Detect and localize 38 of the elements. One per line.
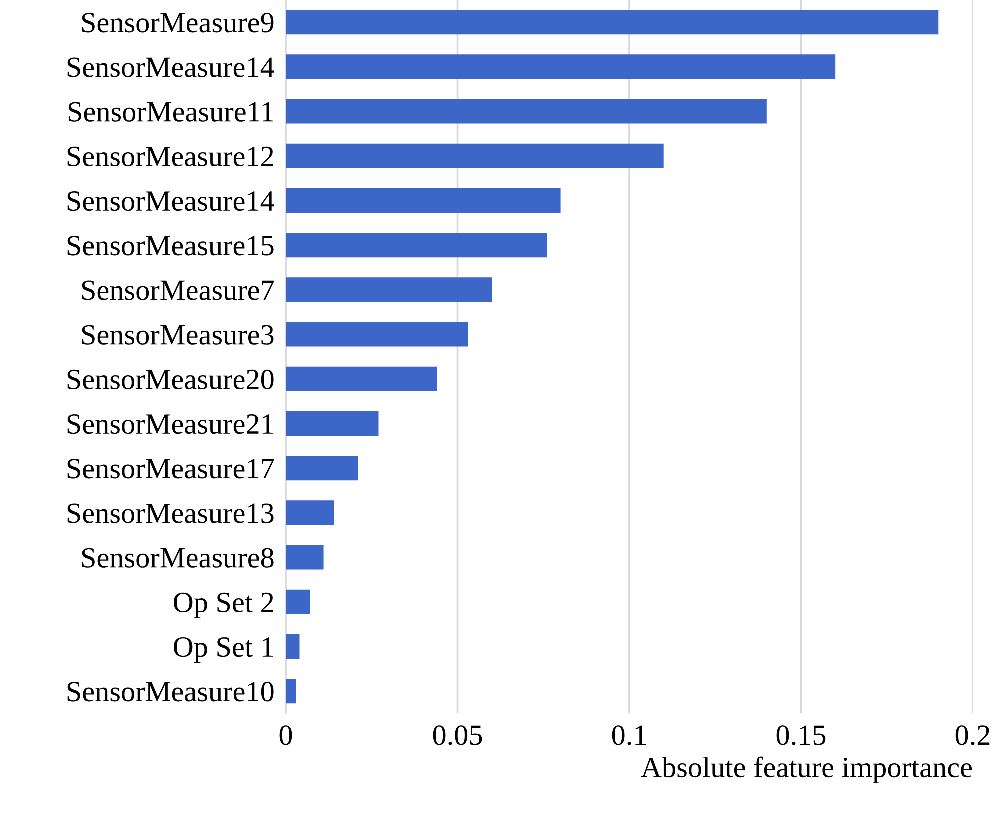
y-tick-label: SensorMeasure20	[68, 370, 274, 390]
y-tick-label: Op Set 1	[174, 638, 274, 664]
x-tick-label: 0.1	[612, 726, 646, 746]
bar	[286, 590, 310, 614]
x-tick-label: 0	[280, 726, 292, 746]
x-tick-label: 0.15	[776, 726, 826, 746]
x-axis-title: Absolute feature importance	[641, 756, 972, 784]
y-tick-label: SensorMeasure11	[68, 102, 274, 122]
bar	[286, 500, 334, 526]
y-tick-label: SensorMeasure13	[68, 504, 274, 524]
bar	[286, 411, 379, 436]
y-tick-label: SensorMeasure21	[68, 414, 274, 434]
bar	[286, 679, 296, 704]
y-tick-label: SensorMeasure10	[68, 682, 274, 702]
bar	[286, 144, 664, 168]
y-tick-label: SensorMeasure8	[82, 548, 274, 568]
y-tick-label: SensorMeasure14	[68, 192, 274, 212]
y-tick-label: Op Set 2	[174, 592, 274, 618]
y-tick-label: SensorMeasure3	[82, 325, 274, 345]
y-tick-label: SensorMeasure7	[82, 280, 274, 300]
x-tick-label: 0.2	[956, 726, 990, 746]
bar	[286, 456, 358, 481]
bar	[286, 278, 492, 302]
y-tick-label: SensorMeasure9	[82, 13, 274, 33]
bar	[286, 188, 561, 213]
bar	[286, 322, 468, 347]
bar	[286, 233, 548, 258]
bar	[286, 634, 300, 659]
bar	[286, 10, 939, 35]
bar	[286, 54, 836, 80]
bar	[286, 99, 767, 124]
y-tick-label: SensorMeasure17	[68, 459, 274, 479]
y-tick-label: SensorMeasure15	[68, 236, 274, 256]
x-tick-label: 0.05	[433, 726, 482, 746]
bar	[286, 366, 438, 392]
bar	[286, 545, 324, 570]
y-tick-label: SensorMeasure12	[68, 146, 274, 167]
y-tick-label: SensorMeasure14	[68, 58, 274, 78]
